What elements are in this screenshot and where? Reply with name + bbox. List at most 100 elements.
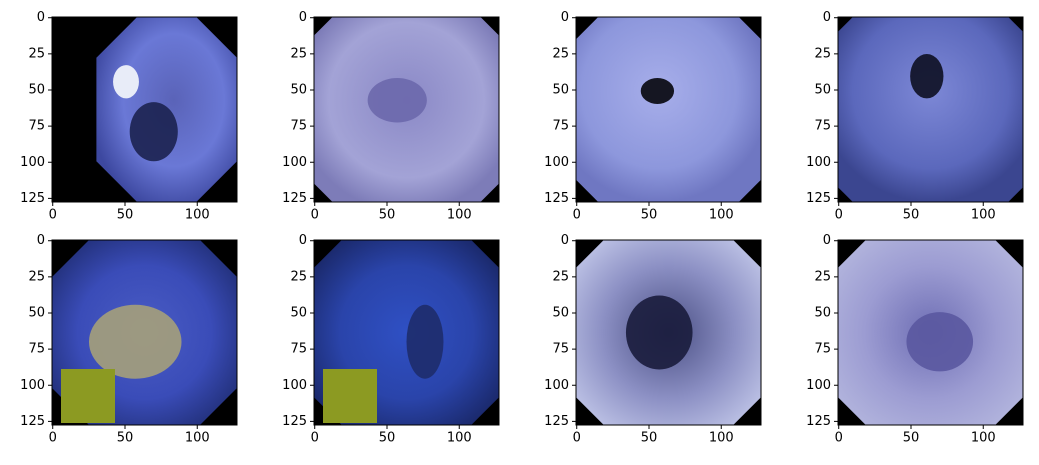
lumen [910,53,944,99]
y-tick-label: 25 [552,269,569,284]
axes-frame [837,239,1024,426]
y-tick-label: 25 [814,46,831,61]
y-tick-label: 125 [806,414,831,429]
y-tick-label: 75 [552,342,569,357]
x-tick-label: 50 [903,431,920,446]
x-tick-label: 100 [185,208,210,223]
lumen [640,78,675,104]
y-tick-label: 25 [28,46,45,61]
y-tick-label: 75 [290,119,307,134]
x-tick-label: 50 [641,208,658,223]
y-tick-label: 25 [28,269,45,284]
y-tick-label: 125 [544,191,569,206]
y-tick-label: 50 [28,82,45,97]
axes-frame [313,16,500,203]
y-tick-label: 75 [290,342,307,357]
y-tick-label: 125 [20,191,45,206]
x-tick-label: 100 [447,208,472,223]
y-tick-label: 50 [552,82,569,97]
y-tick-label: 25 [290,46,307,61]
y-tick-label: 100 [20,155,45,170]
y-tick-label: 0 [561,10,569,25]
y-tick-label: 125 [282,191,307,206]
y-tick-label: 0 [823,233,831,248]
axes-frame [575,239,762,426]
image-panel: 0 50 100 0 25 50 75 100 125 [20,10,238,223]
y-tick-label: 25 [290,269,307,284]
y-tick-label: 75 [28,119,45,134]
y-tick-label: 100 [282,378,307,393]
image-panel: 0 50 100 0 25 50 75 100 125 [806,233,1024,446]
y-tick-label: 0 [823,10,831,25]
y-tick-label: 50 [814,82,831,97]
y-tick-label: 100 [806,155,831,170]
y-tick-label: 75 [552,119,569,134]
x-tick-label: 50 [903,208,920,223]
image-panel: 0 50 100 0 25 50 75 100 125 [544,233,762,446]
image-panel: 0 50 100 0 25 50 75 100 125 [282,10,500,223]
x-tick-label: 100 [447,431,472,446]
x-tick-label: 0 [49,431,57,446]
y-tick-label: 50 [28,305,45,320]
y-tick-label: 100 [544,378,569,393]
endoscopy-view [576,17,761,202]
image-panel: 0 50 100 0 25 50 75 100 125 [806,10,1024,223]
x-tick-label: 0 [835,208,843,223]
image-panel: 0 50 100 0 25 50 75 100 125 [544,10,762,223]
y-tick-label: 50 [814,305,831,320]
x-tick-label: 50 [379,208,396,223]
y-tick-label: 0 [561,233,569,248]
x-tick-label: 100 [971,431,996,446]
y-tick-label: 0 [37,10,45,25]
x-tick-label: 0 [311,431,319,446]
x-tick-label: 50 [379,431,396,446]
x-tick-label: 50 [641,431,658,446]
x-tick-label: 100 [971,208,996,223]
y-tick-label: 50 [290,305,307,320]
x-tick-label: 100 [185,431,210,446]
axes-frame [313,239,500,426]
x-tick-label: 0 [835,431,843,446]
y-tick-label: 50 [552,305,569,320]
y-tick-label: 25 [814,269,831,284]
y-tick-label: 75 [814,119,831,134]
lumen [367,78,427,123]
x-tick-label: 0 [573,431,581,446]
y-tick-label: 0 [299,233,307,248]
x-tick-label: 0 [49,208,57,223]
y-tick-label: 125 [544,414,569,429]
overlay-inset [61,369,115,423]
endoscopy-view [838,17,1023,202]
axes-frame [575,16,762,203]
axes-frame [51,16,238,203]
y-tick-label: 25 [552,46,569,61]
x-tick-label: 0 [573,208,581,223]
y-tick-label: 75 [28,342,45,357]
y-tick-label: 50 [290,82,307,97]
y-tick-label: 100 [806,378,831,393]
image-panel: 0 50 100 0 25 50 75 100 125 [282,233,500,446]
axes-frame [837,16,1024,203]
y-tick-label: 100 [544,155,569,170]
lumen [89,304,182,379]
x-tick-label: 50 [117,208,134,223]
overlay-inset [323,369,377,423]
y-tick-label: 0 [299,10,307,25]
axes-frame [51,239,238,426]
y-tick-label: 100 [20,378,45,393]
x-tick-label: 0 [311,208,319,223]
x-tick-label: 100 [709,208,734,223]
y-tick-label: 0 [37,233,45,248]
highlight [113,65,139,99]
lumen [129,102,178,162]
y-tick-label: 75 [814,342,831,357]
y-tick-label: 100 [282,155,307,170]
x-tick-label: 50 [117,431,134,446]
lumen [906,312,974,372]
y-tick-label: 125 [806,191,831,206]
y-tick-label: 125 [20,414,45,429]
lumen [406,304,444,379]
x-tick-label: 100 [709,431,734,446]
y-tick-label: 125 [282,414,307,429]
